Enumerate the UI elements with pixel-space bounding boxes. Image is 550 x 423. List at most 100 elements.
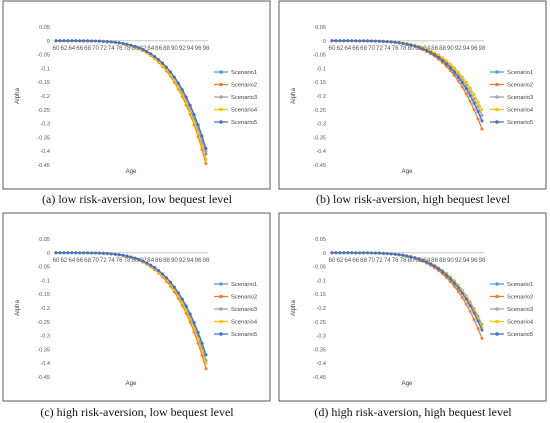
data-point	[176, 81, 180, 85]
data-point	[342, 39, 346, 43]
data-point	[117, 41, 121, 45]
data-point	[437, 267, 441, 271]
x-tick-label: 94	[463, 45, 470, 52]
data-point	[184, 304, 188, 308]
data-point	[476, 105, 480, 109]
data-point	[385, 252, 389, 256]
data-point	[354, 251, 358, 255]
data-point	[468, 99, 472, 103]
legend-swatch-marker	[219, 319, 223, 324]
x-tick-label: 96	[195, 257, 202, 264]
caption-c: (c) high risk-aversion, low bequest leve…	[40, 405, 234, 419]
y-tick-label: -0.05	[313, 265, 326, 271]
data-point	[393, 252, 397, 256]
data-point	[133, 44, 137, 48]
legend-swatch-marker	[219, 95, 223, 99]
legend-swatch-marker	[495, 319, 499, 324]
x-tick-label: 96	[471, 45, 478, 52]
y-tick-label: -0.4	[316, 149, 326, 155]
data-point	[172, 285, 176, 289]
data-point	[366, 39, 370, 43]
data-point	[381, 251, 385, 255]
x-tick-label: 84	[147, 257, 154, 264]
x-tick-label: 62	[336, 45, 343, 52]
data-point	[338, 251, 342, 255]
x-tick-label: 98	[479, 45, 486, 52]
data-point	[362, 251, 366, 255]
data-point	[133, 256, 137, 260]
legend-swatch-marker	[495, 95, 499, 99]
x-tick-label: 92	[455, 257, 462, 264]
data-point	[405, 254, 409, 258]
x-tick-label: 88	[163, 257, 170, 264]
x-tick-label: 86	[431, 45, 438, 52]
data-point	[109, 252, 113, 256]
data-point	[476, 117, 480, 121]
data-point	[58, 39, 62, 43]
y-axis-title: Alpha	[290, 300, 297, 316]
y-tick-label: -0.35	[313, 135, 326, 141]
data-point	[149, 52, 153, 56]
data-point	[70, 251, 74, 255]
data-point	[452, 70, 456, 74]
y-tick-label: -0.25	[313, 108, 326, 114]
chart-c: 0.05 0 -0.05 -0.1 -0.15 -0.2 -0.25 -0.3 -0.35 -0.…	[2, 212, 271, 402]
y-tick-label: -0.1	[40, 278, 50, 284]
data-point	[200, 348, 204, 352]
data-point	[358, 39, 362, 43]
data-point	[441, 56, 445, 60]
data-point	[105, 252, 109, 256]
data-point	[429, 262, 433, 266]
data-point	[397, 41, 401, 45]
y-tick-label: -0.15	[313, 80, 326, 86]
data-point	[381, 39, 385, 43]
y-tick-label: -0.15	[313, 292, 326, 298]
y-axis-title: Alpha	[14, 300, 21, 316]
legend-swatch-marker	[219, 107, 223, 112]
y-tick-label: -0.15	[37, 80, 50, 86]
data-point	[460, 291, 464, 295]
data-point	[153, 266, 157, 270]
data-point	[409, 43, 413, 47]
data-point	[74, 251, 78, 255]
x-tick-label: 68	[360, 45, 367, 52]
x-tick-label: 74	[384, 45, 391, 52]
data-point	[464, 302, 468, 306]
x-tick-label: 70	[368, 45, 375, 52]
data-point	[456, 286, 460, 290]
x-tick-label: 62	[60, 257, 67, 264]
legend-swatch-marker	[219, 82, 223, 87]
legend-label: Scenario3	[231, 95, 257, 101]
x-tick-label: 92	[455, 45, 462, 52]
data-point	[157, 58, 161, 62]
x-tick-label: 74	[384, 257, 391, 264]
legend-label: Scenario2	[231, 295, 257, 301]
x-tick-label: 94	[463, 257, 470, 264]
data-point	[448, 280, 452, 284]
x-tick-label: 80	[408, 45, 415, 52]
data-point	[444, 62, 448, 66]
data-point	[448, 62, 452, 66]
data-point	[125, 42, 129, 46]
data-point	[366, 251, 370, 255]
x-tick-label: 64	[344, 45, 351, 52]
y-tick-label: -0.45	[313, 375, 326, 381]
x-tick-label: 94	[187, 45, 194, 52]
x-tick-label: 62	[336, 257, 343, 264]
data-point	[448, 66, 452, 70]
x-tick-label: 90	[171, 257, 178, 264]
data-point	[196, 330, 200, 334]
y-tick-label: -0.3	[316, 334, 326, 340]
chart-frame	[278, 0, 547, 190]
data-point	[452, 66, 456, 70]
data-point	[192, 120, 196, 124]
data-point	[90, 251, 94, 255]
data-point	[464, 83, 468, 87]
data-point	[362, 39, 366, 43]
data-point	[165, 276, 169, 280]
x-tick-label: 78	[400, 257, 407, 264]
data-point	[184, 308, 188, 312]
data-point	[429, 50, 433, 54]
data-point	[456, 290, 460, 294]
y-tick-label: -0.2	[40, 94, 50, 100]
